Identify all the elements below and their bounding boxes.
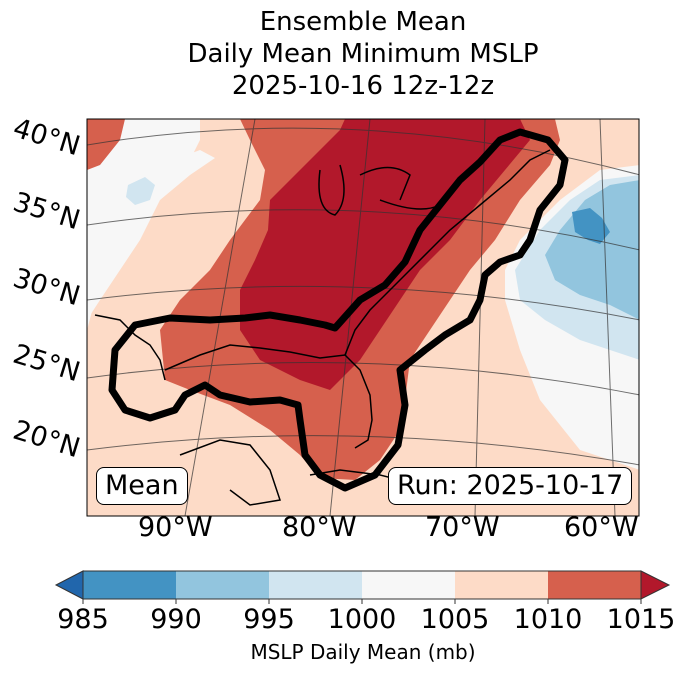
colorbar-tick-1015: 1015 bbox=[606, 604, 676, 635]
run-label-box: Run: 2025-10-17 bbox=[388, 467, 633, 505]
colorbar-bin-1010-1015 bbox=[548, 571, 641, 599]
colorbar-tick-1010: 1010 bbox=[513, 604, 583, 635]
colorbar-tick-990: 990 bbox=[150, 604, 202, 635]
colorbar-extend-high bbox=[640, 570, 671, 600]
map-frame bbox=[86, 118, 640, 517]
title-line-2: Daily Mean Minimum MSLP bbox=[187, 39, 539, 69]
colorbar bbox=[54, 570, 671, 604]
colorbar-tick-995: 995 bbox=[243, 604, 295, 635]
lon-label-90w: 90°W bbox=[138, 512, 213, 543]
lon-label-60w: 60°W bbox=[564, 512, 639, 543]
field-985-990-atlantic bbox=[572, 208, 610, 244]
colorbar-tick-1000: 1000 bbox=[327, 604, 397, 635]
colorbar-bin-985-990 bbox=[83, 571, 176, 599]
colorbar-bin-990-995 bbox=[176, 571, 269, 599]
title-line-3: 2025-10-16 12z-12z bbox=[231, 71, 495, 101]
field-995-1000-west bbox=[126, 177, 155, 205]
title-line-1: Ensemble Mean bbox=[259, 7, 467, 37]
colorbar-bin-1000-1005 bbox=[362, 571, 455, 599]
colorbar-extend-low bbox=[54, 570, 84, 600]
colorbar-tick-1005: 1005 bbox=[420, 604, 490, 635]
colorbar-tick-985: 985 bbox=[57, 604, 109, 635]
colorbar-ticks bbox=[82, 599, 642, 604]
colorbar-bin-1005-1010 bbox=[455, 571, 548, 599]
probability-contour bbox=[108, 128, 569, 492]
field-990-995-atlantic bbox=[545, 180, 639, 320]
lon-label-80w: 80°W bbox=[282, 512, 357, 543]
lon-label-70w: 70°W bbox=[425, 512, 500, 543]
colorbar-bin-995-1000 bbox=[269, 571, 362, 599]
colorbar-label: MSLP Daily Mean (mb) bbox=[250, 640, 476, 664]
field-1000-1005-west bbox=[87, 150, 215, 320]
mean-label-box: Mean bbox=[96, 467, 188, 505]
